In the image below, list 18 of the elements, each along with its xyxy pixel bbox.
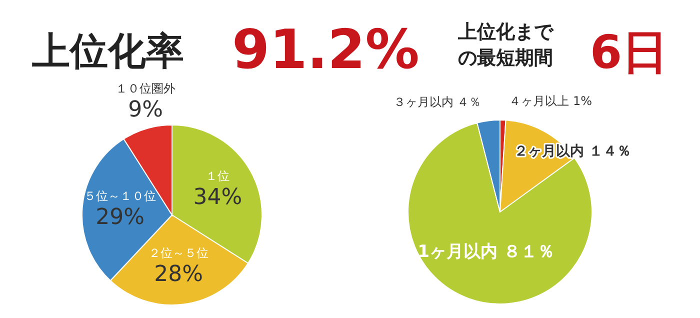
- data-label: 34%: [193, 184, 242, 210]
- text: 上位化率: [32, 29, 184, 73]
- slice-label: １位: [206, 168, 230, 183]
- text: 6日: [590, 25, 668, 79]
- text: 91.2%: [232, 18, 420, 81]
- slice-label: ４ヶ月以上 1%: [509, 94, 592, 108]
- pie-slice: [408, 122, 592, 304]
- slice-label: ２ヶ月以内 １４％: [514, 143, 631, 160]
- slice-label: ５位～１０位: [84, 189, 156, 204]
- slice-label: １０位圏外: [116, 81, 176, 96]
- text: 上位化まで: [457, 21, 554, 43]
- slice-label: ３ヶ月以内 ４％: [393, 94, 482, 109]
- text: の最短期間: [458, 47, 553, 69]
- slice-label: ２位～５位: [148, 246, 209, 260]
- data-label: 29%: [96, 205, 144, 230]
- data-label: 28%: [154, 262, 203, 287]
- slice-label: 1ヶ月以内 ８１％: [418, 242, 554, 262]
- data-label: 9%: [128, 97, 164, 122]
